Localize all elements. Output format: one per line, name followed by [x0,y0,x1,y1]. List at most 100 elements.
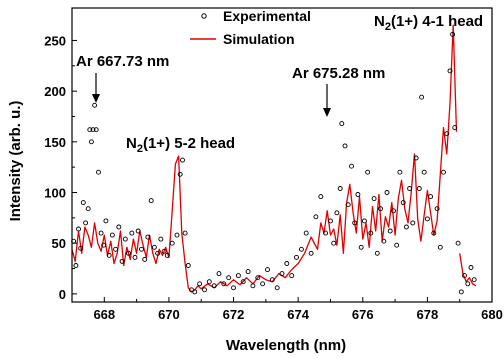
experimental-point [431,230,437,236]
experimental-point [384,190,390,195]
experimental-point [106,252,112,258]
experimental-point [116,224,122,230]
experimental-point [413,155,419,161]
legend-label-experimental: Experimental [223,8,311,24]
y-axis: 0 50 100 150 200 250 [44,33,77,302]
experimental-point [158,236,164,242]
experimental-point [410,220,416,226]
experimental-point [148,198,154,204]
experimental-point [371,196,377,202]
annotation-n2-4-1-head: N2(1+) 4-1 head [374,13,483,33]
experimental-point [416,186,422,191]
experimental-point [328,218,333,224]
annotation-n2-5-2-head: N2(1+) 5-2 head [126,135,235,155]
experimental-point [368,230,374,236]
experimental-point [161,248,167,254]
experimental-point [284,261,290,266]
experimental-point [381,238,387,244]
experimental-point [109,232,115,238]
experimental-point [355,192,361,197]
experimental-point [471,277,477,283]
experimental-point [323,230,329,236]
experimental-point [73,263,79,268]
experimental-point [185,263,191,268]
experimental-point [98,230,104,236]
y-tick-label: 150 [44,135,66,150]
experimental-point [80,200,86,206]
y-tick-label: 0 [59,287,66,302]
simulation-series [71,24,477,293]
experimental-point [96,169,101,175]
experimental-point [294,254,299,260]
x-tick-label: 670 [158,307,180,322]
experimental-point [88,139,94,145]
x-tick-label: 678 [417,307,439,322]
experimental-point [349,163,354,169]
experimental-point [139,246,144,252]
y-tick-label: 50 [52,236,66,251]
experimental-point [424,216,430,222]
experimental-point [394,242,400,248]
x-tick-label: 674 [287,307,309,322]
experimental-point [119,258,125,264]
experimental-point [437,244,443,250]
experimental-point [298,246,304,252]
y-tick-label: 100 [44,186,66,201]
experimental-point [83,220,89,226]
experimental-point [101,242,107,248]
experimental-point [76,226,81,232]
y-tick-label: 250 [44,33,66,48]
experimental-point [90,127,96,133]
experimental-point [231,285,236,291]
x-tick-label: 676 [352,307,374,322]
experimental-point [129,230,135,236]
experimental-point [313,214,319,220]
experimental-point [202,287,207,293]
experimental-point [93,127,99,133]
plot-frame [71,7,493,303]
experimental-point [378,206,383,212]
y-axis-label: Intensity (arb. u.) [7,101,24,222]
experimental-point [337,186,343,191]
experimental-point [180,157,185,163]
experimental-point [331,240,337,246]
experimental-point [151,244,157,250]
experimental-point [421,169,427,175]
experimental-series [71,31,477,295]
experimental-point [206,279,212,285]
experimental-point [103,218,109,224]
legend: Experimental Simulation [190,8,311,47]
experimental-point [397,169,403,175]
experimental-point [279,271,285,277]
experimental-point [444,131,450,137]
experimental-point [92,102,98,108]
experimental-point [374,250,380,256]
legend-marker-experimental [201,13,207,19]
experimental-point [365,169,371,175]
experimental-point [250,283,256,289]
experimental-point [458,289,464,295]
experimental-point [269,277,275,283]
experimental-point [339,121,345,127]
legend-label-simulation: Simulation [223,31,295,47]
experimental-point [260,281,266,287]
x-axis-label: Wavelength (nm) [226,337,346,354]
experimental-point [155,250,161,256]
experimental-point [87,127,93,133]
experimental-point [240,279,246,285]
experimental-point [265,267,270,273]
y-tick-label: 200 [44,84,66,99]
experimental-point [113,246,119,252]
experimental-point [391,208,396,214]
experimental-point [419,94,425,100]
experimental-point [345,202,351,208]
experimental-point [318,194,324,200]
experimental-point [216,271,222,277]
experimental-point [221,281,227,287]
experimental-point [468,265,474,270]
annotation-arrowhead-ar-675 [323,108,331,117]
experimental-point [197,281,203,287]
experimental-point [142,256,148,262]
experimental-point [434,206,440,212]
simulation-line [71,24,477,293]
